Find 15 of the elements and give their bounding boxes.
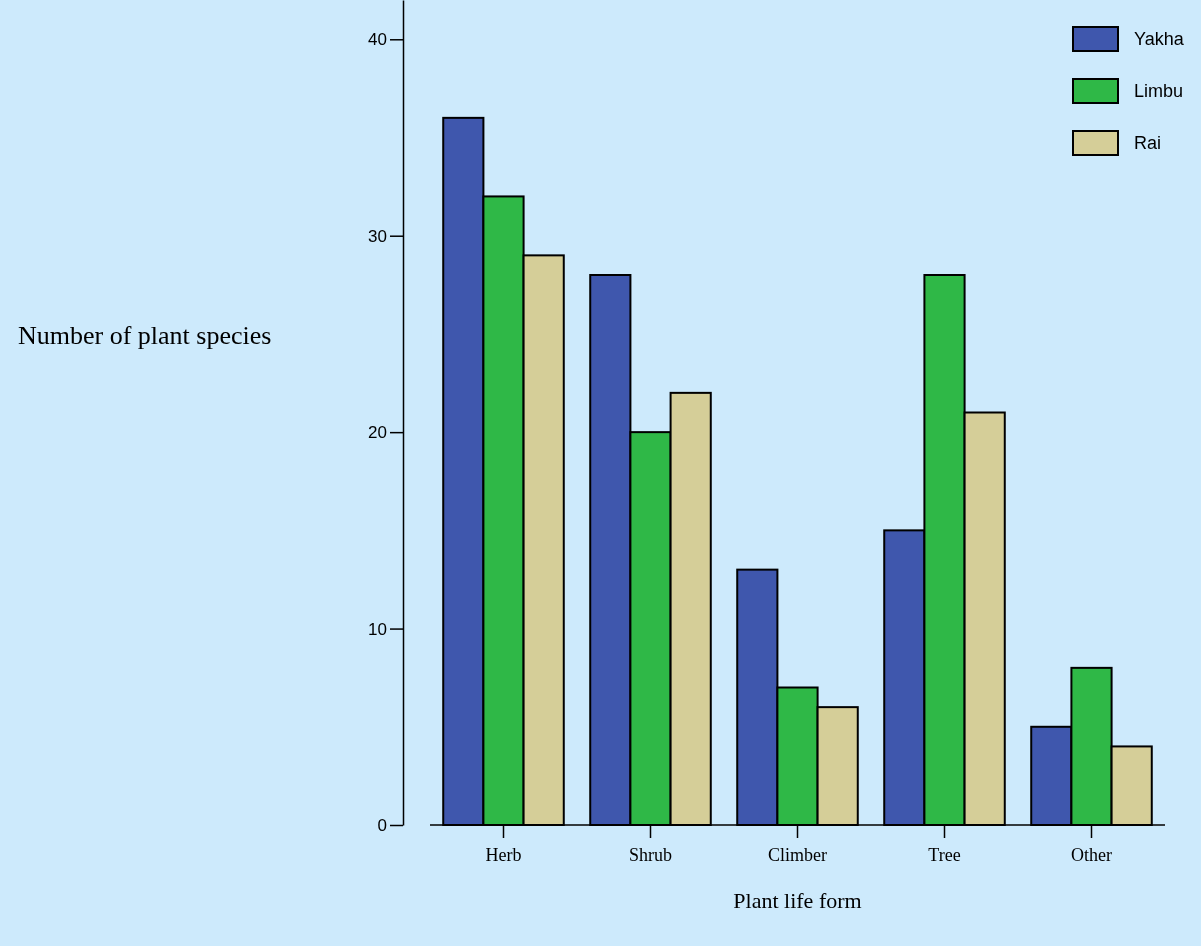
- y-tick-label: 40: [368, 30, 387, 50]
- x-tick-label: Shrub: [628, 844, 673, 865]
- y-tick-label: 10: [368, 619, 387, 639]
- legend-label: Rai: [1134, 133, 1162, 153]
- x-axis-title: Plant life form: [733, 888, 862, 913]
- legend-label: Limbu: [1134, 81, 1184, 101]
- y-tick-label: 20: [368, 423, 387, 443]
- y-tick-label: 0: [377, 815, 387, 835]
- x-tick-label: Climber: [768, 844, 827, 865]
- x-tick-label: Herb: [485, 844, 522, 865]
- y-axis-title: Number of plant species: [18, 321, 272, 350]
- x-tick-label: Tree: [928, 844, 961, 865]
- y-tick-label: 30: [368, 226, 387, 246]
- legend-label: Yakha: [1134, 29, 1185, 49]
- x-tick-label: Other: [1071, 844, 1112, 865]
